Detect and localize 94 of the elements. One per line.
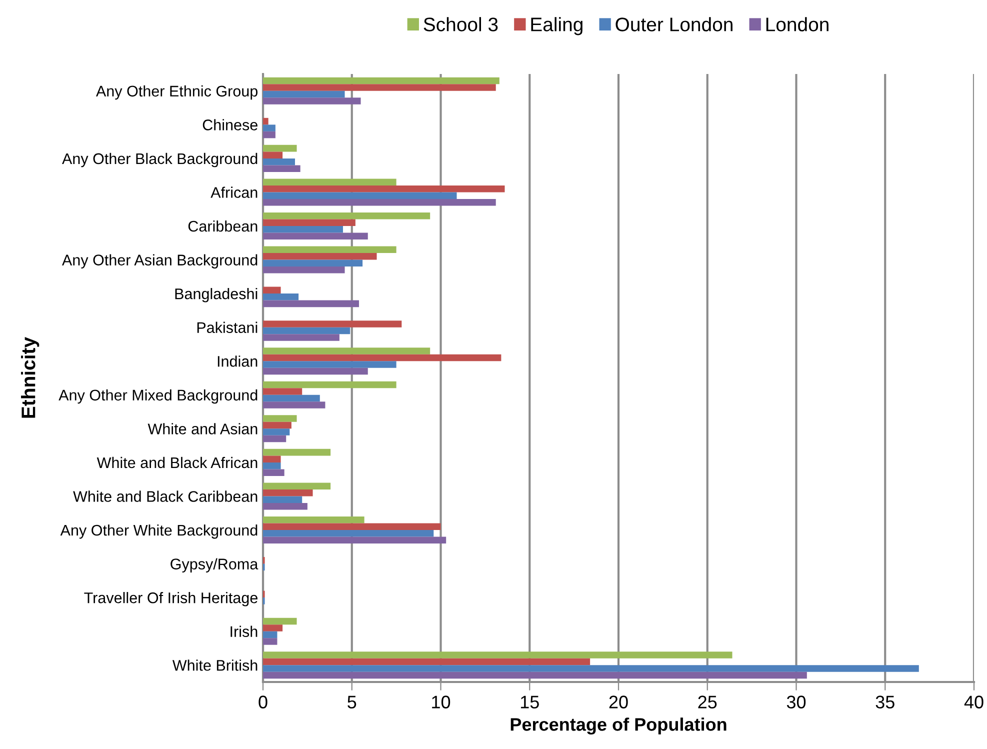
- bar: [263, 631, 278, 638]
- bar: [263, 334, 340, 341]
- x-tick-label: 0: [258, 696, 268, 708]
- y-tick-label: White and Black African: [96, 456, 258, 468]
- bar: [263, 523, 441, 530]
- bar: [263, 286, 281, 294]
- bar: [263, 489, 313, 496]
- bar: [263, 536, 446, 544]
- bar: [263, 253, 377, 260]
- bar: [263, 212, 430, 220]
- bar: [263, 361, 396, 368]
- bar: [263, 462, 281, 470]
- bar: [263, 320, 402, 328]
- bar: [263, 672, 807, 679]
- x-axis-title: Percentage of Population: [510, 718, 726, 734]
- bar: [263, 124, 276, 132]
- bar: [263, 219, 356, 226]
- y-tick-label: Pakistani: [197, 322, 258, 334]
- bar: [263, 381, 396, 388]
- bar: [263, 624, 283, 632]
- legend-label: School 3: [424, 17, 498, 32]
- bar: [263, 530, 434, 537]
- x-tick-label: 40: [964, 696, 984, 708]
- bar: [263, 185, 505, 192]
- bar: [263, 469, 284, 476]
- legend-label: London: [766, 17, 828, 32]
- bar: [263, 402, 326, 408]
- bar: [263, 456, 281, 462]
- bar: [263, 98, 361, 104]
- x-tick-label: 35: [876, 696, 894, 708]
- bar: [263, 90, 345, 98]
- bar: [263, 354, 502, 362]
- bar: [263, 428, 290, 436]
- bar: [263, 165, 300, 172]
- bar: [263, 502, 308, 510]
- bar: [263, 131, 276, 138]
- y-tick-label: White and Asian: [148, 423, 258, 434]
- y-tick-label: Chinese: [202, 119, 258, 130]
- y-tick-label: Any Other Asian Background: [62, 254, 258, 268]
- bar: [263, 422, 292, 429]
- y-tick-label: Any Other Mixed Background: [58, 389, 258, 404]
- y-tick-label: White and Black Caribbean: [73, 490, 258, 502]
- bar: [263, 118, 268, 125]
- legend-label: Ealing: [531, 17, 582, 36]
- bar: [263, 388, 302, 395]
- y-tick-label: Bangladeshi: [175, 288, 258, 302]
- y-tick-label: Irish: [230, 626, 258, 638]
- y-tick-label: Any Other Ethnic Group: [96, 85, 258, 100]
- bar: [263, 415, 297, 422]
- y-tick-label: White British: [172, 660, 258, 671]
- y-tick-label: Gypsy/Roma: [170, 558, 258, 572]
- y-tick-label: Caribbean: [188, 220, 258, 232]
- y-tick-label: Indian: [218, 356, 258, 367]
- bar: [263, 327, 350, 334]
- x-tick-label: 30: [786, 696, 806, 708]
- y-tick-label: Traveller Of Irish Heritage: [84, 592, 258, 606]
- bar: [263, 482, 331, 490]
- bar: [263, 658, 590, 666]
- legend-label: Outer London: [616, 17, 732, 32]
- bar: [263, 294, 299, 300]
- y-tick-label: Any Other Black Background: [62, 152, 258, 168]
- bar: [263, 260, 363, 267]
- bar: [263, 638, 278, 645]
- bar: [263, 368, 368, 375]
- x-tick-label: 5: [348, 696, 356, 708]
- bar: [263, 496, 302, 503]
- bar: [263, 516, 364, 524]
- x-tick-label: 10: [432, 696, 450, 708]
- bar: [263, 435, 286, 442]
- bar: [263, 266, 345, 274]
- bar: [263, 144, 297, 152]
- bar: [263, 226, 343, 233]
- bar: [263, 348, 430, 354]
- x-tick-label: 15: [520, 696, 539, 708]
- bar: [263, 232, 368, 240]
- bar: [263, 246, 396, 254]
- bar: [263, 448, 331, 456]
- bar: [263, 152, 283, 158]
- bar: [263, 84, 496, 91]
- y-axis-title: Ethnicity: [21, 337, 40, 418]
- y-tick-label: Any Other White Background: [60, 524, 258, 539]
- bar: [263, 665, 919, 672]
- bar: [263, 394, 320, 402]
- x-tick-label: 20: [609, 696, 628, 708]
- bar: [263, 192, 457, 199]
- y-tick-label: African: [210, 186, 258, 198]
- bar: [263, 178, 396, 186]
- bar: [263, 77, 500, 84]
- bar: [263, 618, 297, 625]
- bar: [263, 158, 295, 166]
- x-tick-label: 25: [698, 696, 717, 708]
- bar: [263, 300, 359, 308]
- bar: [263, 652, 732, 658]
- bar: [263, 198, 496, 206]
